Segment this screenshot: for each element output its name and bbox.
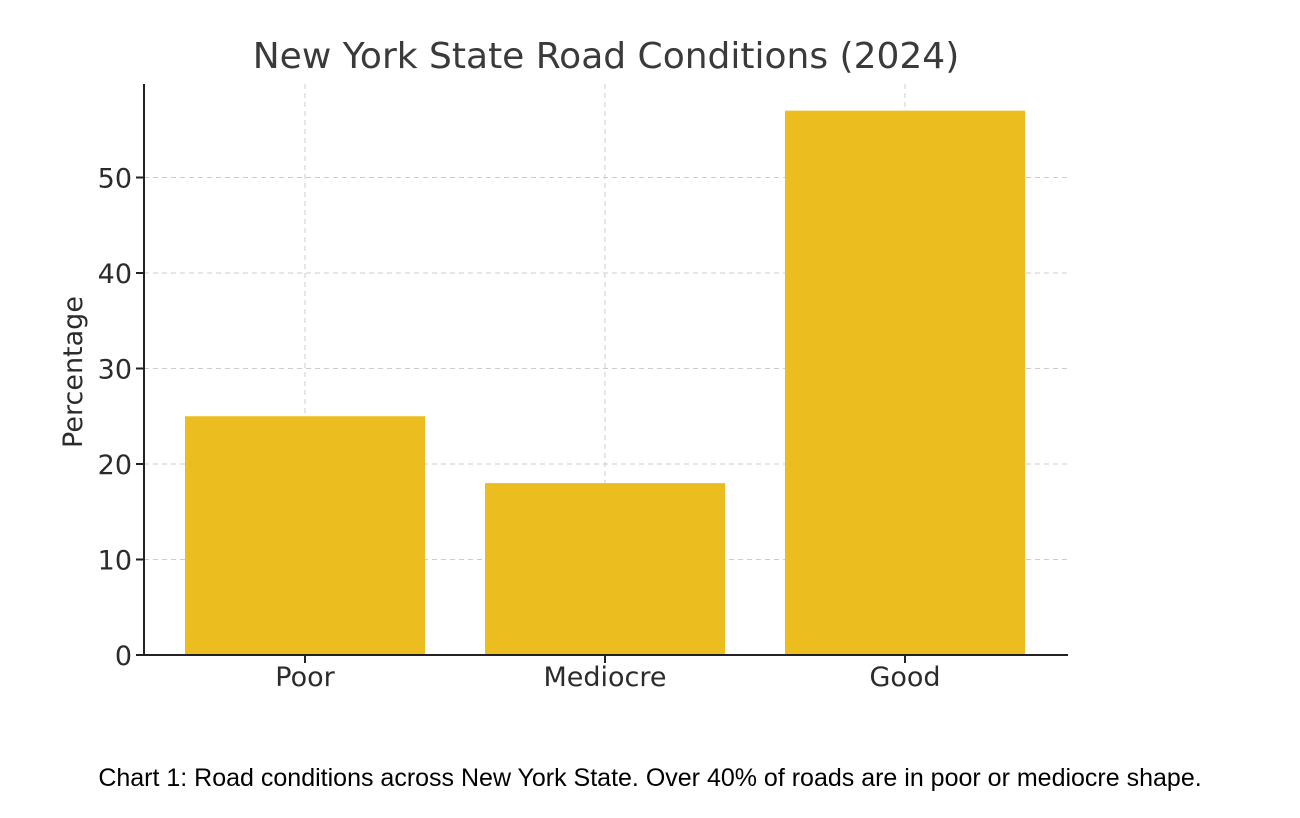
x-tick-label-mediocre: Mediocre: [543, 662, 666, 693]
bar-chart: 0 10 20 30 40 50 Poor Mediocre Good New York Sta…: [58, 36, 1068, 694]
y-tick-label: 0: [115, 641, 132, 672]
y-tick-label: 30: [98, 355, 132, 386]
chart-caption: Chart 1: Road conditions across New York…: [98, 764, 1202, 792]
bar-good: [785, 110, 1025, 655]
bar-mediocre: [485, 483, 725, 655]
chart-title: New York State Road Conditions (2024): [253, 36, 960, 77]
x-tick-label-good: Good: [869, 662, 940, 693]
chart-area: 0 10 20 30 40 50 Poor Mediocre Good New York Sta…: [58, 36, 1068, 694]
bar-poor: [185, 416, 425, 655]
y-tick-label: 20: [98, 450, 132, 481]
y-tick-label: 40: [98, 259, 132, 290]
y-tick-label: 50: [98, 164, 132, 195]
bars-layer: [185, 110, 1025, 655]
x-tick-label-poor: Poor: [275, 662, 335, 693]
y-tick-label: 10: [98, 546, 132, 577]
ticks-layer: 0 10 20 30 40 50 Poor Mediocre Good: [98, 164, 941, 694]
y-axis-label: Percentage: [58, 296, 89, 448]
